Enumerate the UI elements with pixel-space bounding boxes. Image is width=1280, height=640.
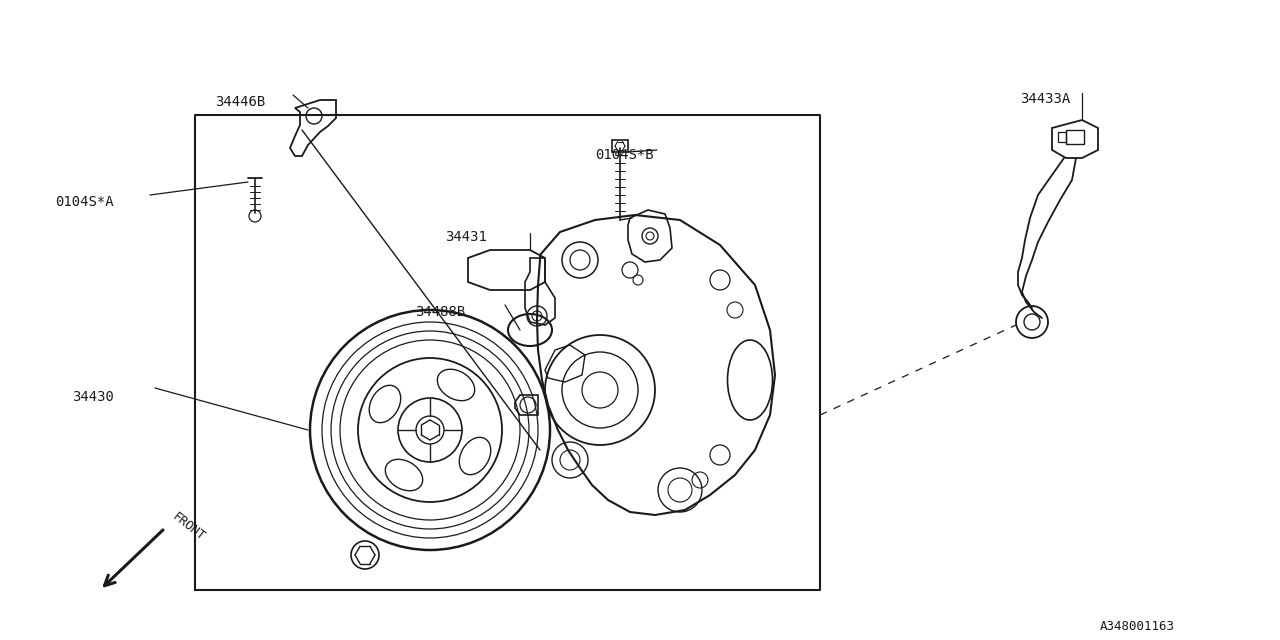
Text: 34430: 34430 — [72, 390, 114, 404]
Bar — [1066, 130, 1084, 144]
Text: 34488B: 34488B — [415, 305, 465, 319]
Text: 0104S*B: 0104S*B — [595, 148, 654, 162]
Text: 34446B: 34446B — [215, 95, 265, 109]
Bar — [1059, 132, 1066, 142]
Text: A348001163: A348001163 — [1100, 620, 1175, 633]
Text: FRONT: FRONT — [170, 509, 207, 543]
Text: 34433A: 34433A — [1020, 92, 1070, 106]
Text: 0104S*A: 0104S*A — [55, 195, 114, 209]
Bar — [612, 140, 628, 152]
Text: 34431: 34431 — [445, 230, 486, 244]
